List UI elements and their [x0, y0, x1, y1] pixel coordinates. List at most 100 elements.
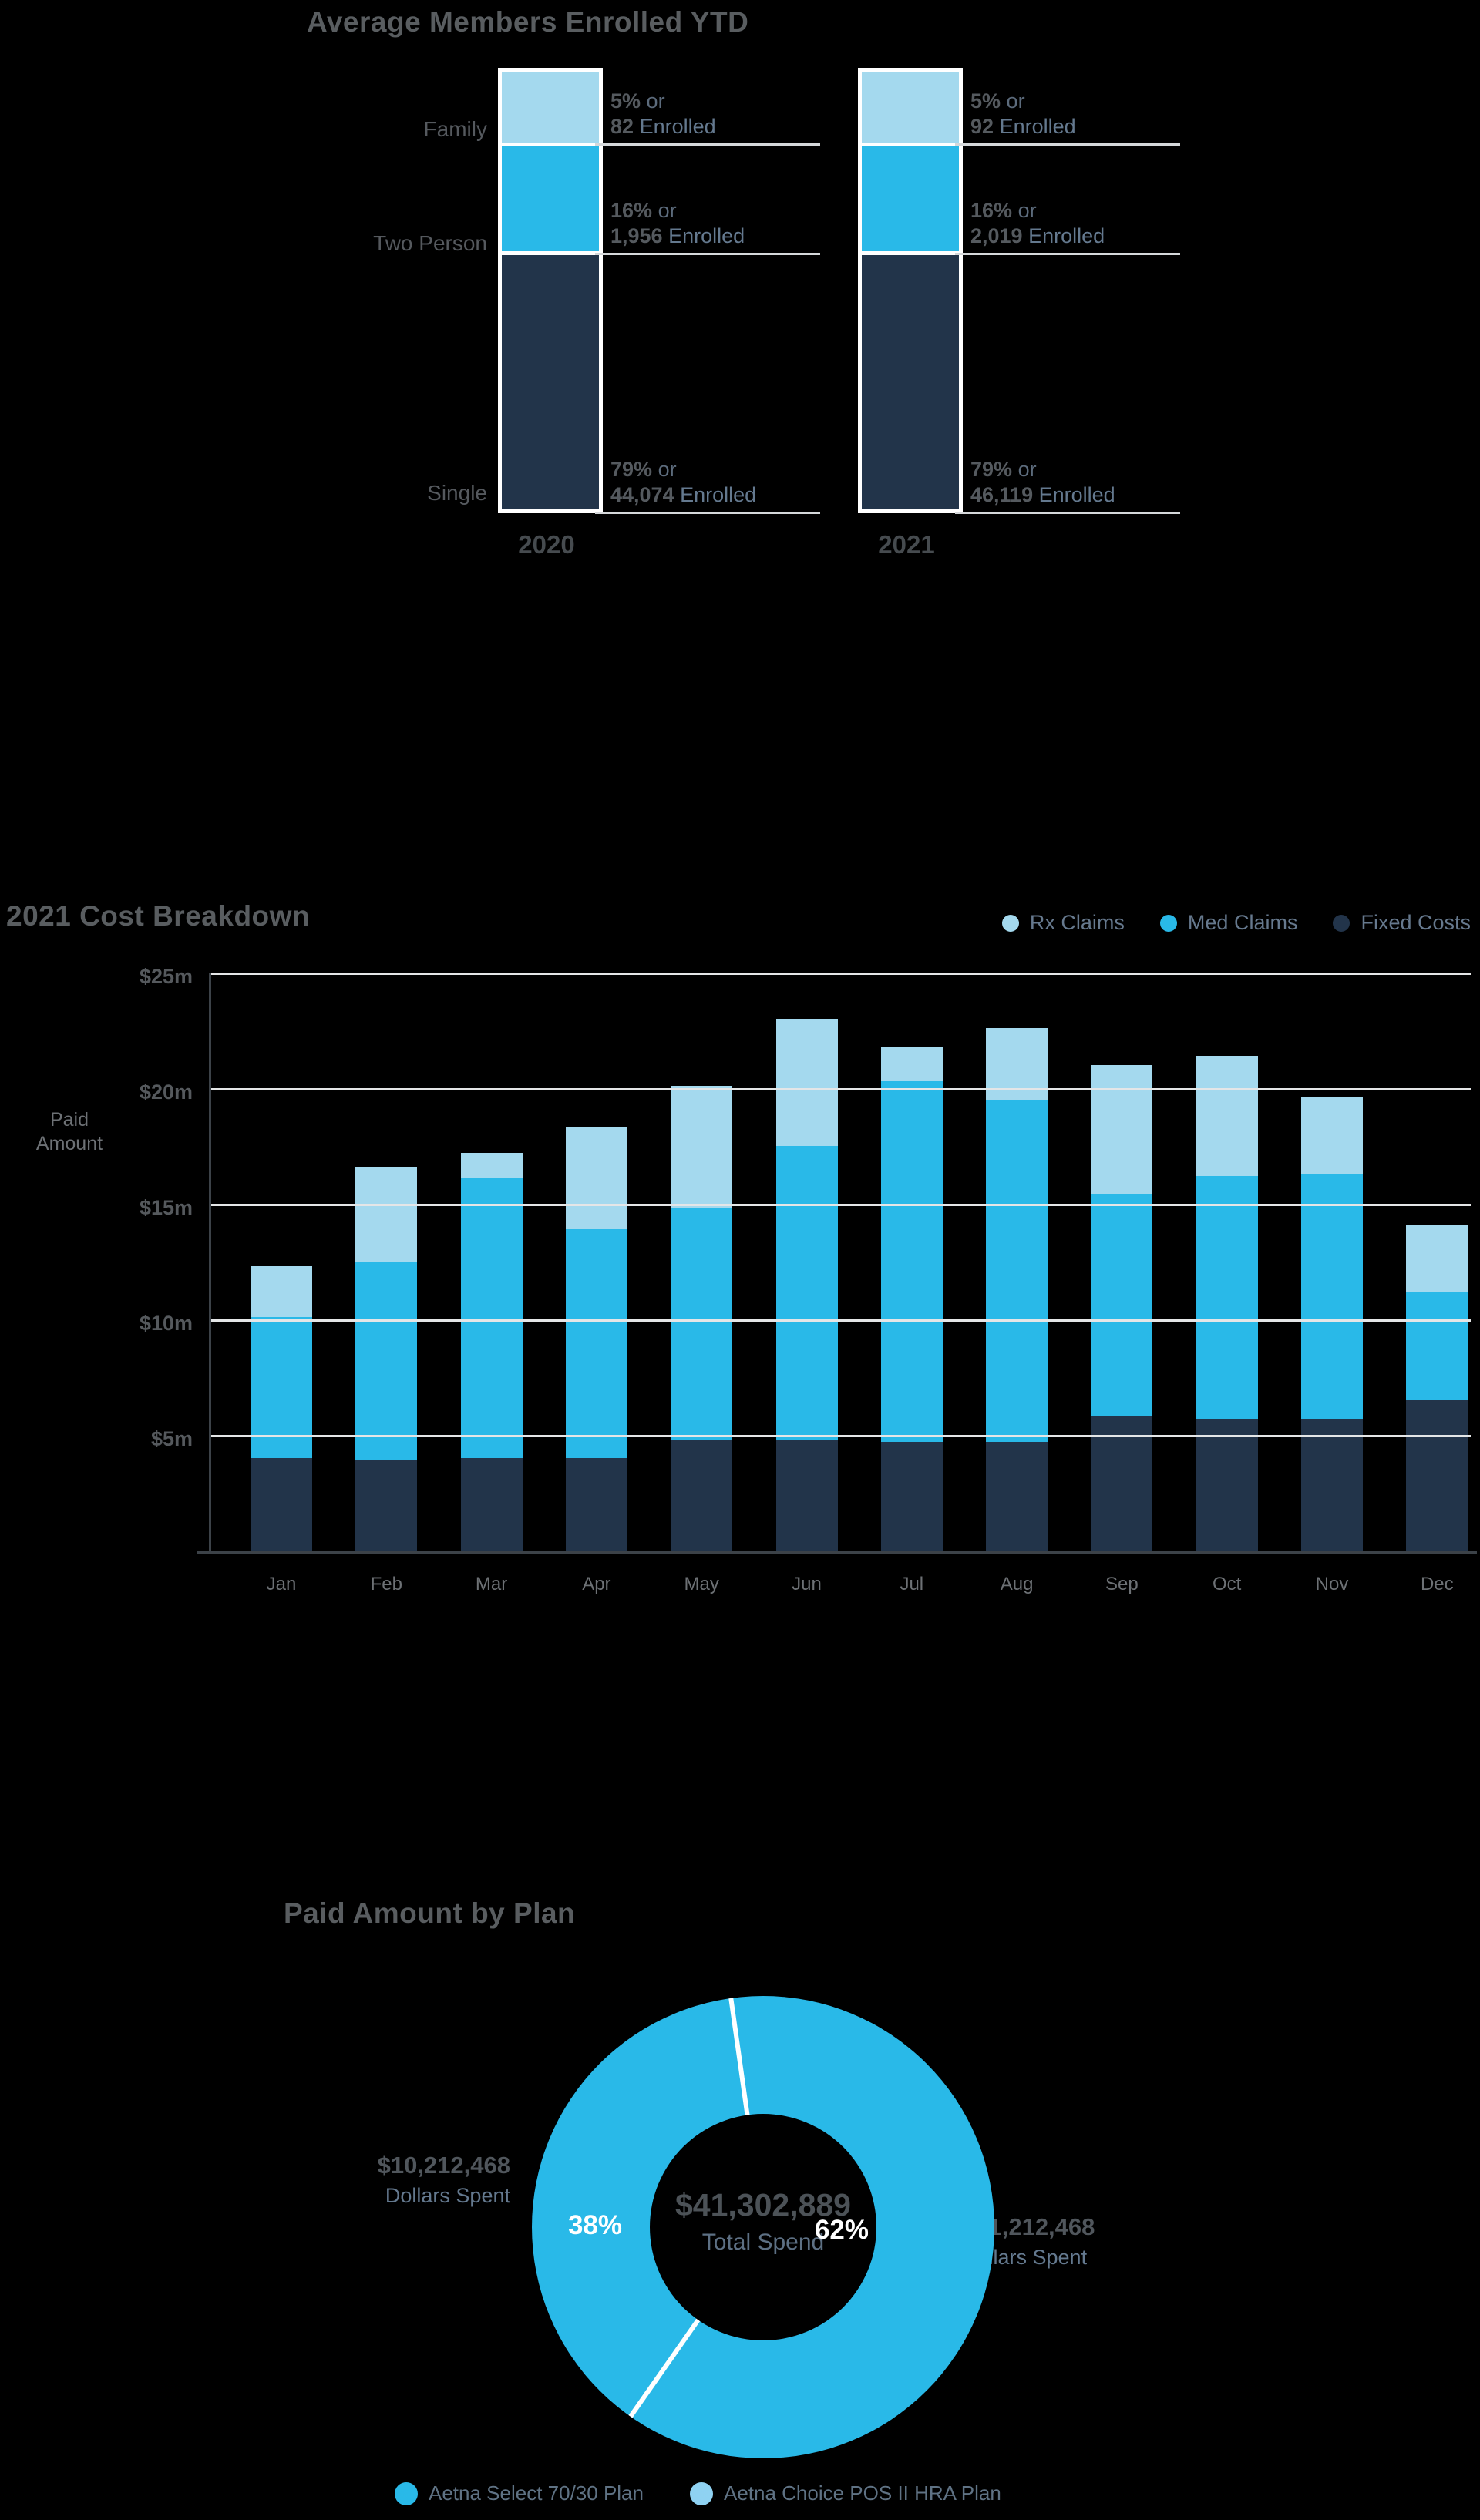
bar-segment-med-claims-aug	[986, 1100, 1048, 1442]
bar-segment-med-claims-apr	[565, 1229, 627, 1458]
x-tick-label-may: May	[684, 1574, 719, 1594]
total-spend-label: Total Spend	[701, 2229, 825, 2255]
value-label-family-2020: 5% or 82 Enrolled	[610, 89, 716, 138]
bar-segment-med-claims-dec	[1406, 1292, 1468, 1400]
row-label-two-person: Two Person	[373, 231, 487, 255]
legend-item-aetna-choice: Aetna Choice POS II HRA Plan	[689, 2481, 1001, 2505]
bar-jun	[775, 1019, 838, 1551]
bar-apr	[565, 1127, 627, 1551]
bar-segment-fixed-costs-jul	[880, 1442, 943, 1551]
bar-jan	[251, 1266, 312, 1551]
bar-jul	[880, 1047, 943, 1551]
y-tick-label: $25m	[139, 965, 193, 988]
slice-pct-62: 62%	[814, 2215, 870, 2245]
bar-segment-rx-claims-may	[671, 1086, 733, 1208]
stacked-bar-2021	[858, 68, 963, 513]
bar-oct	[1196, 1056, 1258, 1551]
gridline-10m	[210, 1319, 1471, 1322]
x-tick-label-jul: Jul	[900, 1574, 924, 1594]
aetna-select-dot-icon	[395, 2481, 418, 2505]
bar-segment-rx-claims-jun	[775, 1019, 838, 1146]
bar-segment-fixed-costs-sep	[1091, 1416, 1153, 1551]
bar-segment-family-2020	[502, 72, 599, 143]
med-claims-dot-icon	[1159, 914, 1177, 932]
row-label-single: Single	[427, 481, 487, 505]
y-tick-label: $20m	[139, 1080, 193, 1104]
bar-segment-med-claims-jun	[775, 1146, 838, 1440]
bar-segment-family-2021	[862, 72, 959, 143]
bar-segment-fixed-costs-oct	[1196, 1419, 1258, 1551]
x-tick-label-dec: Dec	[1420, 1574, 1454, 1594]
bar-segment-med-claims-jan	[251, 1317, 312, 1458]
x-tick-label-nov: Nov	[1315, 1574, 1349, 1594]
rx-claims-dot-icon	[1001, 914, 1019, 932]
divider	[595, 143, 820, 146]
x-tick-label-apr: Apr	[582, 1574, 611, 1594]
y-tick-label: $10m	[139, 1312, 193, 1335]
bar-segment-fixed-costs-aug	[986, 1442, 1048, 1551]
bar-segment-med-claims-nov	[1301, 1174, 1363, 1419]
bar-segment-two-person-2021	[862, 146, 959, 251]
divider	[595, 512, 820, 514]
legend-item-rx-claims: Rx Claims	[1001, 911, 1125, 935]
legend-item-fixed-costs: Fixed Costs	[1333, 911, 1471, 935]
total-spend-value: $41,302,889	[674, 2187, 851, 2223]
bar-segment-rx-claims-dec	[1406, 1225, 1468, 1292]
value-label-single-2021: 79% or 46,119 Enrolled	[970, 458, 1115, 506]
bar-segment-single-2021	[862, 255, 959, 509]
divider	[595, 253, 820, 255]
x-tick-label-oct: Oct	[1213, 1574, 1242, 1594]
row-label-family: Family	[423, 117, 487, 141]
bar-segment-med-claims-oct	[1196, 1176, 1258, 1419]
bar-mar	[460, 1153, 523, 1551]
gridline-20m	[210, 1088, 1471, 1090]
value-label-two-person-2021: 16% or 2,019 Enrolled	[970, 199, 1105, 247]
left-slice-amount-label: $10,212,468 Dollars Spent	[377, 2152, 510, 2207]
divider	[955, 253, 1180, 255]
donut-hole	[650, 2114, 876, 2340]
bar-segment-med-claims-sep	[1091, 1194, 1153, 1416]
bar-segment-fixed-costs-may	[671, 1440, 733, 1551]
cost-chart-title: 2021 Cost Breakdown	[6, 900, 311, 932]
enrollment-chart-title: Average Members Enrolled YTD	[307, 6, 749, 38]
bar-dec	[1406, 1225, 1468, 1551]
y-axis-title: Paid Amount	[35, 1109, 103, 1154]
fixed-costs-dot-icon	[1333, 914, 1350, 932]
bar-segment-fixed-costs-feb	[355, 1460, 418, 1551]
bar-segment-med-claims-feb	[355, 1262, 418, 1460]
bar-segment-rx-claims-feb	[355, 1167, 418, 1262]
x-tick-label-feb: Feb	[370, 1574, 402, 1594]
divider	[955, 143, 1180, 146]
gridline-15m	[210, 1204, 1471, 1206]
x-tick-label-sep: Sep	[1105, 1574, 1139, 1594]
bar-segment-rx-claims-aug	[986, 1028, 1048, 1100]
bar-segment-fixed-costs-jun	[775, 1440, 838, 1551]
value-label-two-person-2020: 16% or 1,956 Enrolled	[610, 199, 745, 247]
bar-segment-fixed-costs-jan	[251, 1458, 312, 1551]
x-tick-label-jan: Jan	[266, 1574, 297, 1594]
bar-sep	[1091, 1065, 1153, 1551]
bar-segment-single-2020	[502, 255, 599, 509]
bar-segment-rx-claims-sep	[1091, 1065, 1153, 1194]
bar-may	[671, 1086, 733, 1551]
y-axis-line	[209, 973, 211, 1552]
bar-segment-fixed-costs-apr	[565, 1458, 627, 1551]
right-slice-amount-label: $31,212,468 Dollars Spent	[962, 2213, 1095, 2269]
bar-aug	[986, 1028, 1048, 1551]
bar-feb	[355, 1167, 418, 1551]
value-label-single-2020: 79% or 44,074 Enrolled	[610, 458, 757, 506]
bar-segment-fixed-costs-dec	[1406, 1400, 1468, 1551]
bar-segment-fixed-costs-mar	[460, 1458, 523, 1551]
bar-segment-rx-claims-jul	[880, 1047, 943, 1081]
x-tick-label-jun: Jun	[792, 1574, 822, 1594]
gridline-5m	[210, 1435, 1471, 1437]
x-axis-line	[197, 1551, 1477, 1554]
bar-segment-med-claims-may	[671, 1208, 733, 1440]
aetna-choice-dot-icon	[689, 2481, 713, 2505]
bar-segment-med-claims-jul	[880, 1081, 943, 1442]
bar-segment-fixed-costs-nov	[1301, 1419, 1363, 1551]
bar-nov	[1301, 1097, 1363, 1551]
gridline-25m	[210, 973, 1471, 975]
donut-legend: Aetna Select 70/30 Plan Aetna Choice POS…	[395, 2481, 1001, 2505]
stacked-bar-2020	[498, 68, 603, 513]
